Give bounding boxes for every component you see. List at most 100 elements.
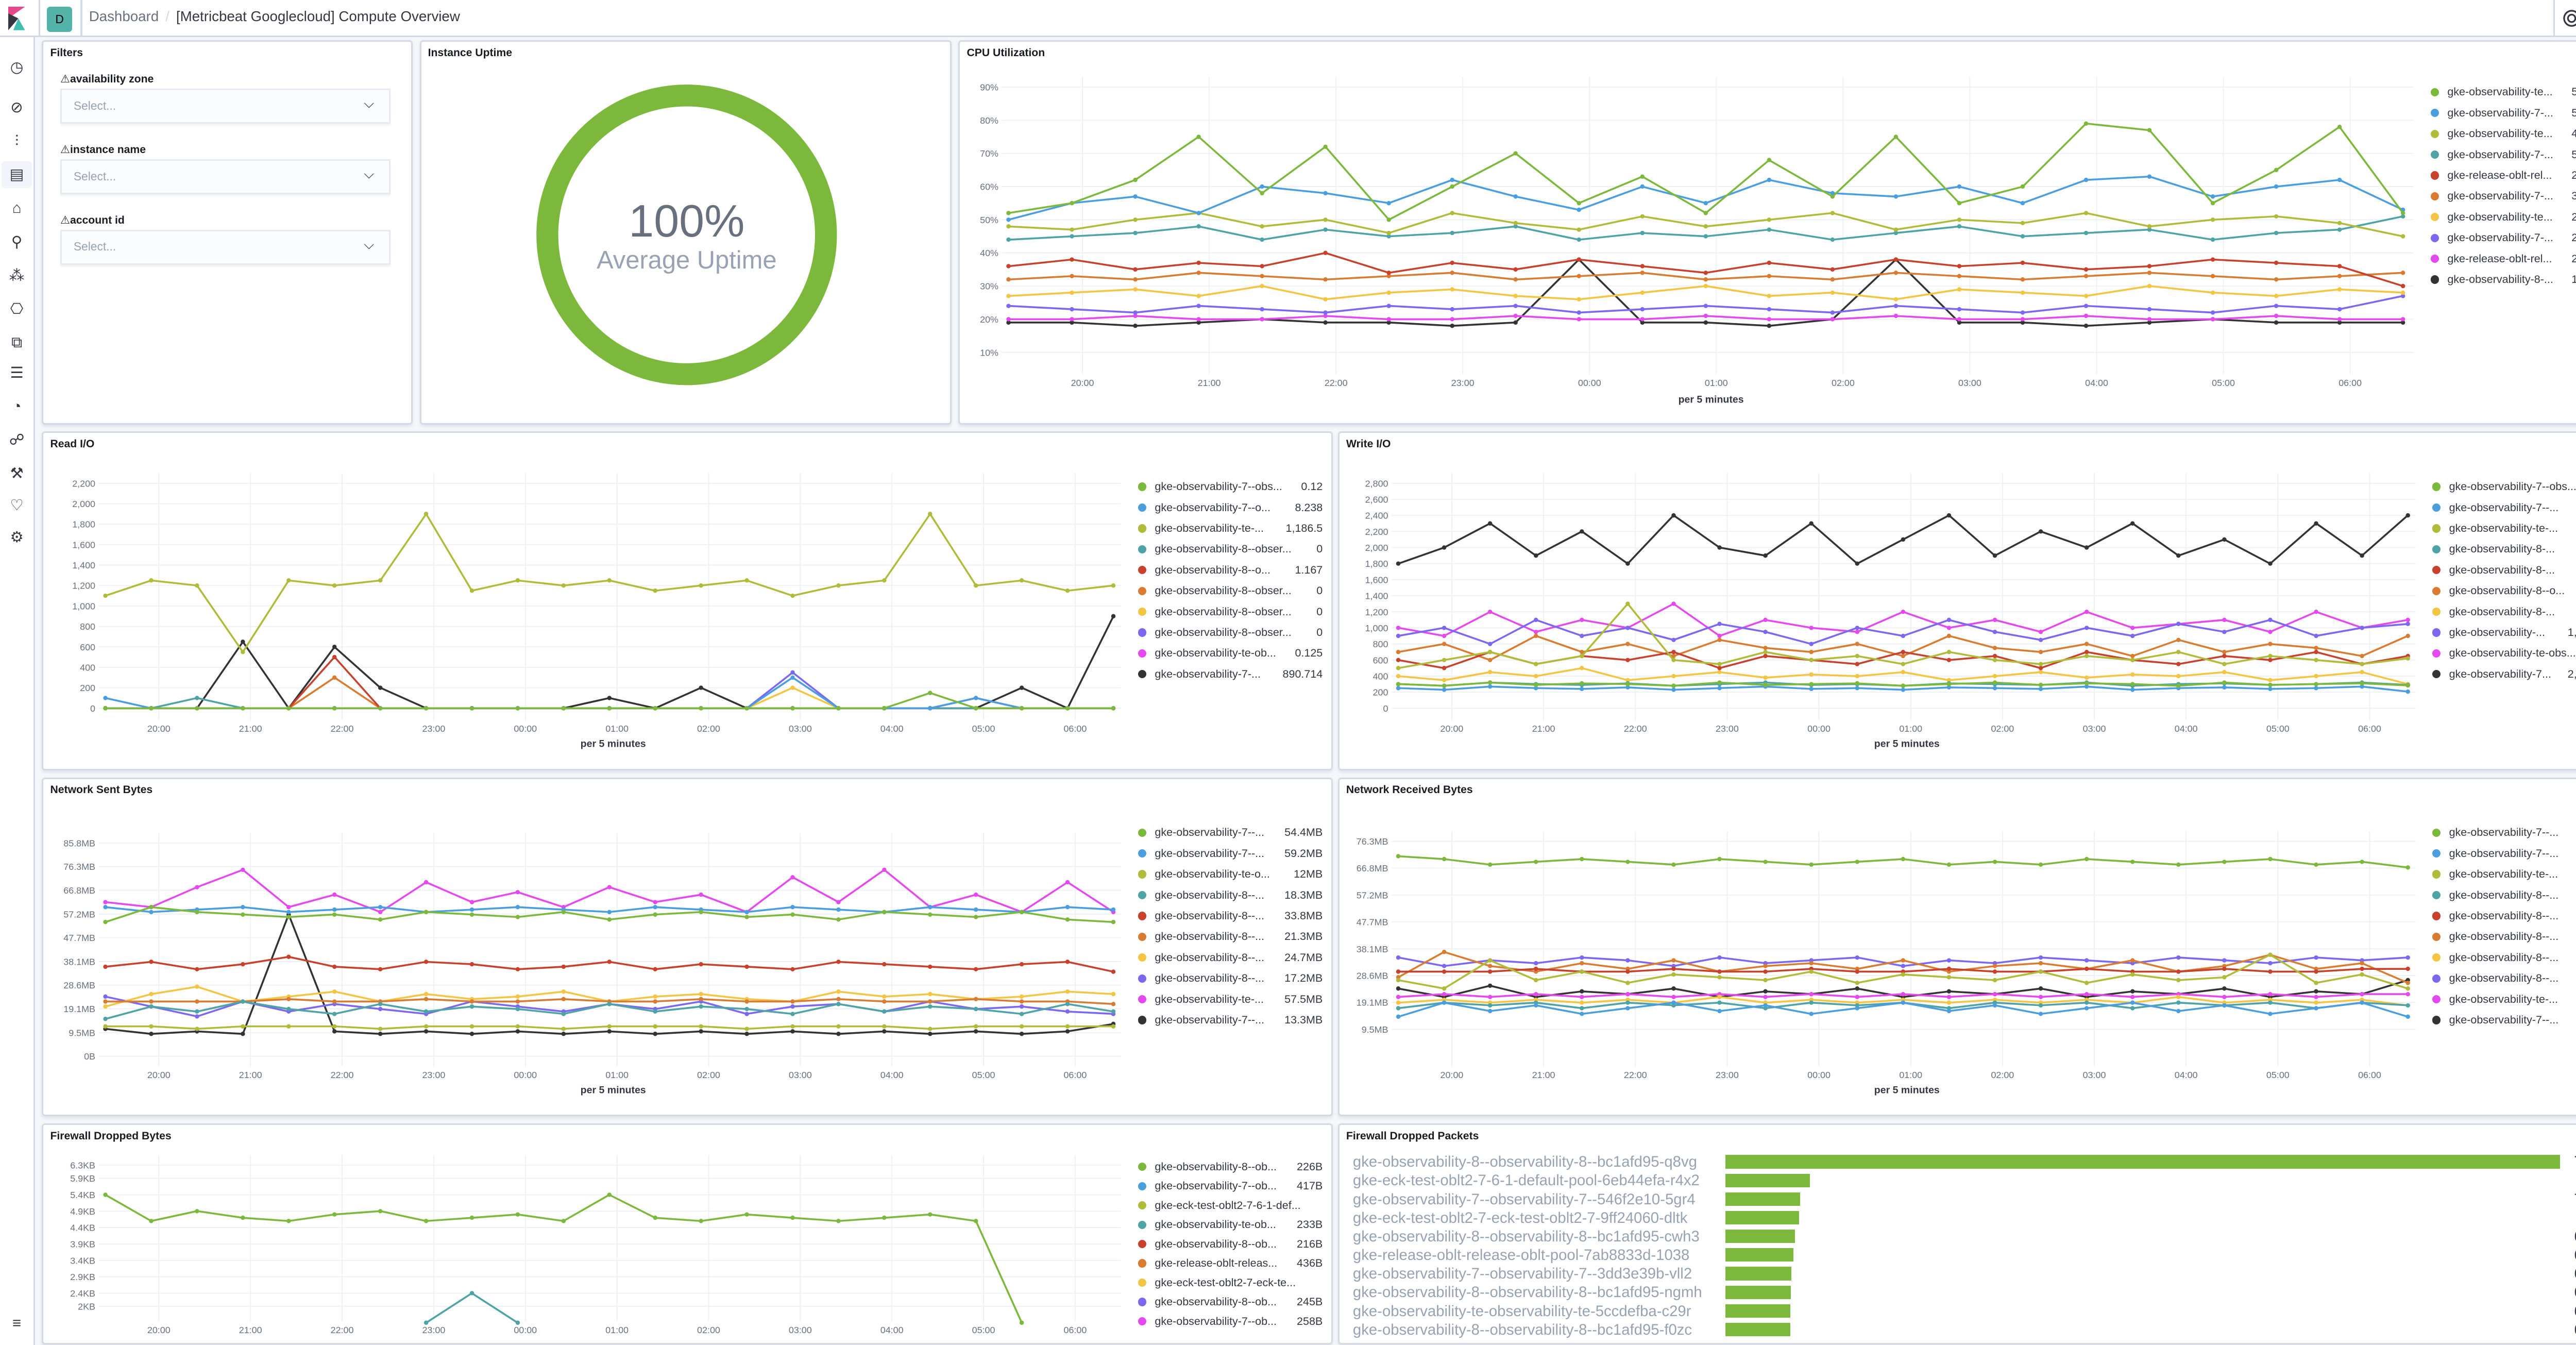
data-point[interactable] <box>1717 686 1722 691</box>
data-point[interactable] <box>744 1212 750 1217</box>
data-point[interactable] <box>2084 610 2089 614</box>
data-point[interactable] <box>195 696 200 701</box>
data-point[interactable] <box>1533 966 1538 971</box>
data-point[interactable] <box>149 910 154 914</box>
data-point[interactable] <box>2274 167 2279 173</box>
data-point[interactable] <box>1577 227 1582 232</box>
data-point[interactable] <box>1396 666 1401 671</box>
bar-row[interactable]: gke-observability-7--observability-7--3d… <box>1340 1265 2576 1284</box>
data-point[interactable] <box>928 1031 933 1036</box>
data-point[interactable] <box>1533 617 1538 623</box>
data-point[interactable] <box>1831 267 1835 272</box>
data-point[interactable] <box>1487 650 1493 654</box>
management-gear-icon[interactable]: ⚙ <box>10 529 24 546</box>
data-point[interactable] <box>1442 856 1447 861</box>
data-point[interactable] <box>2314 969 2318 974</box>
data-point[interactable] <box>1855 654 1859 659</box>
data-point[interactable] <box>1763 989 1768 994</box>
data-point[interactable] <box>470 1290 474 1296</box>
data-point[interactable] <box>1133 277 1138 282</box>
data-point[interactable] <box>2360 662 2364 667</box>
data-point[interactable] <box>1717 621 1722 627</box>
data-point[interactable] <box>1831 277 1835 282</box>
data-point[interactable] <box>1901 957 1905 963</box>
data-point[interactable] <box>1763 553 1768 558</box>
data-point[interactable] <box>1640 271 1645 275</box>
data-point[interactable] <box>332 912 337 917</box>
data-point[interactable] <box>1442 634 1447 638</box>
data-point[interactable] <box>1196 304 1201 309</box>
data-point[interactable] <box>1901 654 1905 659</box>
legend-item[interactable]: gke-observability-te... 44.532% <box>2430 125 2576 142</box>
data-point[interactable] <box>2021 234 2025 239</box>
data-point[interactable] <box>1957 264 1962 268</box>
data-point[interactable] <box>1767 158 1772 162</box>
data-point[interactable] <box>1111 969 1116 974</box>
data-point[interactable] <box>1006 211 1011 215</box>
data-point[interactable] <box>2021 221 2025 226</box>
data-point[interactable] <box>2268 969 2273 974</box>
data-point[interactable] <box>607 910 612 914</box>
legend-item[interactable]: gke-observability-7-... 53.193% <box>2430 105 2576 122</box>
data-point[interactable] <box>2337 274 2342 279</box>
data-point[interactable] <box>790 675 795 680</box>
data-point[interactable] <box>2021 260 2025 265</box>
data-point[interactable] <box>2084 957 2089 963</box>
legend-item[interactable]: gke-eck-test-oblt2-7-eck-te... <box>1138 1274 1323 1291</box>
data-point[interactable] <box>1006 320 1011 325</box>
data-point[interactable] <box>1763 654 1768 659</box>
legend-item[interactable]: gke-observability-7--ob... 417B <box>1138 1178 1323 1195</box>
data-point[interactable] <box>1442 666 1447 671</box>
data-point[interactable] <box>2274 214 2279 219</box>
data-point[interactable] <box>1396 955 1401 960</box>
data-point[interactable] <box>424 1029 429 1034</box>
data-point[interactable] <box>653 1031 658 1036</box>
data-point[interactable] <box>1450 211 1455 215</box>
data-point[interactable] <box>2268 961 2273 965</box>
data-point[interactable] <box>1992 991 1997 997</box>
data-point[interactable] <box>2222 957 2227 963</box>
data-point[interactable] <box>1260 307 1265 312</box>
data-point[interactable] <box>744 578 750 583</box>
data-point[interactable] <box>2222 680 2227 685</box>
data-point[interactable] <box>1133 313 1138 318</box>
data-point[interactable] <box>424 706 429 711</box>
data-point[interactable] <box>1487 983 1493 988</box>
collapse-menu-icon[interactable]: ≡ <box>12 1314 22 1332</box>
data-point[interactable] <box>1957 201 1962 206</box>
data-point[interactable] <box>2084 304 2089 309</box>
data-point[interactable] <box>1065 1001 1070 1006</box>
data-point[interactable] <box>332 964 337 969</box>
data-point[interactable] <box>470 706 474 711</box>
apm-icon[interactable]: ☰ <box>10 364 24 381</box>
data-point[interactable] <box>1992 553 1997 558</box>
data-point[interactable] <box>2360 966 2364 971</box>
data-point[interactable] <box>1396 561 1401 566</box>
data-point[interactable] <box>1767 217 1772 222</box>
recently-viewed-clock-icon[interactable]: ◷ <box>10 58 24 76</box>
data-point[interactable] <box>1579 681 1584 686</box>
data-point[interactable] <box>1625 561 1630 566</box>
data-point[interactable] <box>1957 184 1962 189</box>
data-point[interactable] <box>1579 617 1584 623</box>
data-point[interactable] <box>1717 662 1722 667</box>
data-point[interactable] <box>1386 317 1392 322</box>
legend-item[interactable]: gke-observability-8--... 33.8MB <box>1138 907 1323 924</box>
data-point[interactable] <box>974 914 978 919</box>
data-point[interactable] <box>2401 290 2405 295</box>
data-point[interactable] <box>2360 972 2364 977</box>
bar-row[interactable]: gke-release-oblt-release-oblt-pool-7ab88… <box>1340 1247 2576 1265</box>
data-point[interactable] <box>1020 999 1024 1004</box>
data-point[interactable] <box>2405 986 2410 991</box>
data-point[interactable] <box>1386 234 1392 239</box>
data-point[interactable] <box>607 578 612 583</box>
data-point[interactable] <box>1704 304 1708 309</box>
data-point[interactable] <box>378 578 383 583</box>
data-point[interactable] <box>1671 674 1676 679</box>
data-point[interactable] <box>2222 995 2227 999</box>
data-point[interactable] <box>744 914 750 919</box>
data-point[interactable] <box>1671 957 1676 963</box>
data-point[interactable] <box>1579 687 1584 692</box>
data-point[interactable] <box>424 910 429 914</box>
data-point[interactable] <box>1396 686 1401 691</box>
